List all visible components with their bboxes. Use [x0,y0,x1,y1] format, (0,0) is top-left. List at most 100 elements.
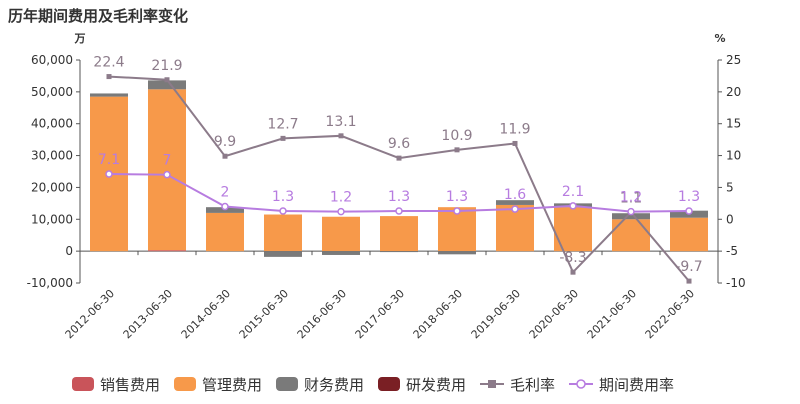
data-label: 1.3 [272,189,294,205]
bar-segment [612,219,650,252]
data-label: 2.1 [562,184,584,200]
x-tick-label: 2013-06-30 [121,287,175,341]
y-left-tick-label: 10,000 [31,212,73,226]
x-tick-label: 2019-06-30 [469,287,523,341]
y-left-tick-label: 50,000 [31,85,73,99]
legend-label: 研发费用 [406,376,466,394]
data-label: 21.9 [151,58,182,74]
y-right-tick-label: 10 [726,149,741,163]
y-left-unit-label: 万 [74,32,86,45]
line-point [686,278,692,284]
y-left-tick-label: 40,000 [31,117,73,131]
line-point [511,205,519,213]
bar-segment [148,250,186,252]
bar-segment [264,214,302,252]
legend-label: 销售费用 [100,376,160,394]
line-point [164,77,170,83]
bar-segment [438,251,476,255]
data-label: 1.2 [620,190,642,206]
bar-segment [90,93,128,97]
data-label: 1.3 [678,189,700,205]
line-point [105,170,113,178]
line-point [569,202,577,210]
line-point [163,170,171,179]
x-tick-label: 2012-06-30 [63,287,117,341]
data-label: 1.1 [620,190,642,206]
legend-swatch [276,377,298,391]
legend-swatch [72,377,94,391]
data-label: 1.3 [446,189,468,205]
line-point [279,207,287,215]
data-label: 1.3 [388,189,410,205]
line-point [222,153,228,159]
legend-label: 财务费用 [304,376,364,394]
y-right-tick-label: 5 [726,180,734,194]
y-left-tick-label: 0 [65,244,73,258]
legend-swatch-marker [576,379,586,389]
x-tick-label: 2021-06-30 [585,287,639,341]
y-left-tick-label: 60,000 [31,53,73,67]
data-label: 1.2 [330,190,352,206]
data-label: 9.9 [214,134,236,150]
line-point [106,74,112,80]
legend-swatch [174,377,196,391]
legend-label: 期间费用率 [599,376,674,394]
y-right-tick-label: 0 [726,212,734,226]
bar-segment [380,251,418,253]
bar-segment [148,89,186,251]
line-point [337,207,345,216]
line-point [627,207,635,216]
data-label: 12.7 [267,116,298,132]
line-point [395,207,403,215]
data-label: 9.6 [388,136,410,152]
line-point [221,202,229,211]
line-point [454,147,460,153]
legend-label: 管理费用 [202,376,262,394]
bar-segment [496,200,534,205]
y-right-tick-label: -5 [726,244,738,258]
y-right-unit-label: % [714,32,725,45]
data-label: 13.1 [325,114,356,130]
bar-segment [264,251,302,257]
legend-swatch-marker [488,380,496,388]
y-right-tick-label: 20 [726,85,741,99]
line-point [280,135,286,141]
bar-segment [670,217,708,252]
line-point [570,269,576,275]
legend-label: 毛利率 [510,376,555,394]
x-tick-label: 2015-06-30 [237,287,291,341]
legend-swatch [378,377,400,391]
data-label: 11.9 [499,121,530,137]
data-label: 22.4 [93,55,124,71]
bar-segment [322,251,360,255]
x-tick-label: 2020-06-30 [527,287,581,341]
y-left-tick-label: 20,000 [31,180,73,194]
chart-title: 历年期间费用及毛利率变化 [8,7,189,25]
line-point [396,155,402,161]
x-tick-label: 2017-06-30 [353,287,407,341]
x-tick-label: 2018-06-30 [411,287,465,341]
line-point [512,140,518,146]
data-label: -8.3 [559,250,586,266]
bar-segment [148,80,186,90]
y-right-tick-label: 25 [726,53,741,67]
data-label: 2 [221,185,230,201]
x-tick-label: 2014-06-30 [179,287,233,341]
data-label: 1.6 [504,187,526,203]
bar-segment [612,213,650,220]
data-label: 7 [163,153,172,169]
line-point [453,207,461,215]
data-label: 10.9 [441,128,472,144]
bar-segment [380,216,418,252]
x-tick-label: 2016-06-30 [295,287,349,341]
x-tick-label: 2022-06-30 [643,287,697,341]
line-point [338,133,344,139]
y-right-tick-label: -10 [726,276,746,290]
bar-segment [206,212,244,252]
y-left-tick-label: 30,000 [31,149,73,163]
y-left-tick-label: -10,000 [27,276,73,290]
line-point [685,207,693,215]
bar-segment [322,216,360,252]
